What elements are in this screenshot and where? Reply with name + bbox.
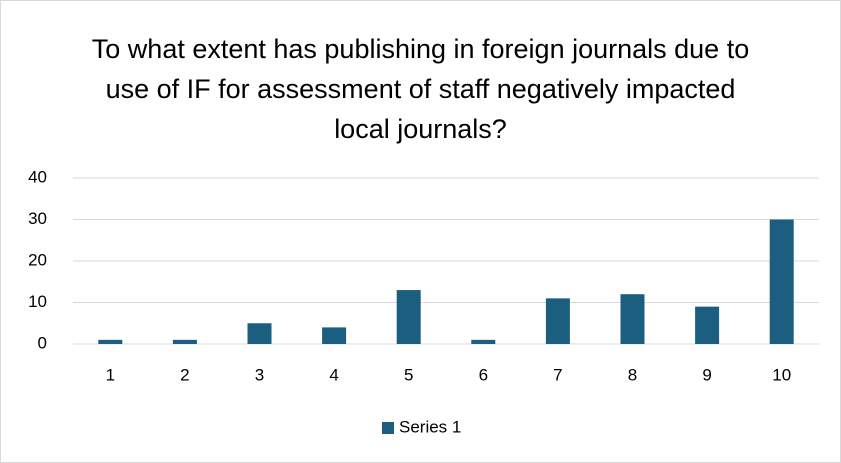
legend-label: Series 1 [399,417,461,436]
x-tick-label: 10 [772,365,791,384]
y-tick-label: 20 [28,250,47,269]
x-tick-label: 9 [702,365,711,384]
x-tick-label: 5 [404,365,413,384]
bar [322,327,347,344]
bar [545,298,570,344]
bar [98,339,123,344]
y-tick-label: 40 [28,167,47,186]
legend-swatch [382,422,394,434]
bar [769,219,794,344]
chart-title: To what extent has publishing in foreign… [91,34,750,144]
y-tick-label: 10 [28,292,47,311]
x-tick-label: 3 [255,365,264,384]
bar [695,306,720,344]
x-tick-label: 8 [628,365,637,384]
x-tick-label: 6 [479,365,488,384]
x-tick-label: 2 [180,365,189,384]
bar [247,323,272,344]
bar [396,290,421,344]
bar [471,339,496,344]
x-tick-label: 7 [553,365,562,384]
x-tick-label: 1 [106,365,115,384]
bar [172,339,197,344]
y-tick-label: 0 [38,333,47,352]
y-tick-label: 30 [28,209,47,228]
bar [620,294,645,344]
x-tick-label: 4 [329,365,338,384]
